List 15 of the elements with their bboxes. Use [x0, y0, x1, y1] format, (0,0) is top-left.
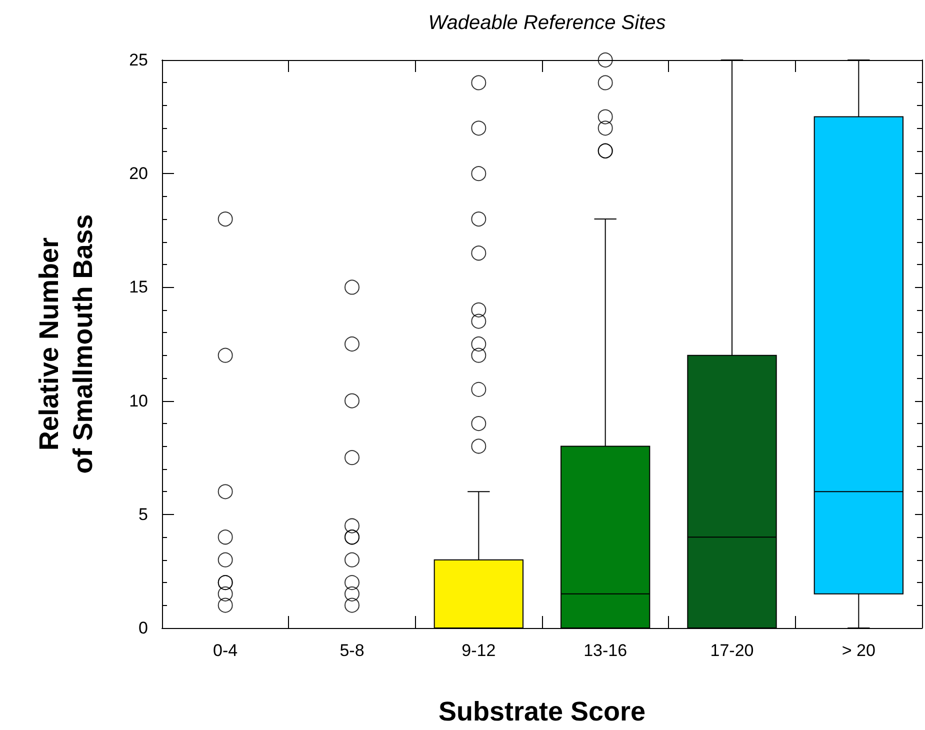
x-axis-title: Substrate Score: [438, 696, 646, 726]
x-tick-label: 9-12: [462, 641, 496, 660]
y-tick-label: 25: [129, 50, 148, 70]
x-tick-label: 0-4: [213, 641, 238, 660]
x-tick-label: 5-8: [340, 641, 364, 660]
y-tick-label: 10: [129, 391, 148, 410]
y-tick-label: 5: [138, 504, 148, 524]
x-tick-label: > 20: [842, 641, 876, 660]
chart-title: Wadeable Reference Sites: [428, 12, 666, 34]
y-axis-title: Relative Number of Smallmouth Bass: [34, 214, 98, 474]
y-tick-label: 20: [129, 164, 148, 184]
x-tick-label: 17-20: [710, 641, 754, 660]
y-tick-label: 0: [138, 618, 148, 638]
x-tick-label: 13-16: [584, 641, 628, 660]
y-tick-label: 15: [129, 278, 148, 297]
